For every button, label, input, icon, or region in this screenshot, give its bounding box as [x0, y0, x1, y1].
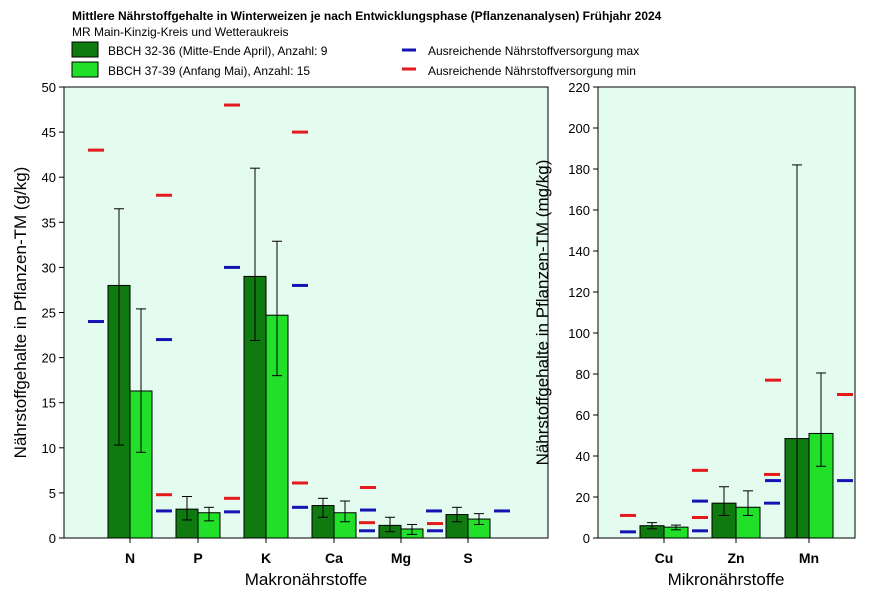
y-tick-label: 60 [576, 408, 590, 423]
y-tick-label: 5 [49, 486, 56, 501]
y-tick-label: 15 [42, 396, 56, 411]
y-tick-label: 100 [568, 326, 590, 341]
y-tick-label: 20 [42, 351, 56, 366]
micro-panel: 0 20 40 60 80 100 120 140 160 180 200 220 Nährstoffg… [533, 80, 856, 589]
y-tick-label: 40 [576, 449, 590, 464]
y-tick-label: 35 [42, 215, 56, 230]
category-label: Mg [391, 550, 411, 566]
legend-label-min: Ausreichende Nährstoffversorgung min [428, 64, 636, 78]
category-label: Cu [655, 550, 674, 566]
chart-subtitle: MR Main-Kinzig-Kreis und Wetteraukreis [72, 25, 289, 39]
legend-swatch-series1 [71, 41, 99, 58]
y-tick-label: 0 [583, 531, 590, 546]
y-tick-label: 140 [568, 244, 590, 259]
y-axis-label: Nährstoffgehalte in Pflanzen-TM (g/kg) [11, 167, 30, 459]
chart-title: Mittlere Nährstoffgehalte in Winterweize… [72, 9, 662, 23]
y-tick-label: 180 [568, 162, 590, 177]
category-label: P [193, 550, 202, 566]
y-tick-label: 25 [42, 306, 56, 321]
category-label: Ca [325, 550, 343, 566]
legend: BBCH 32-36 (Mitte-Ende April), Anzahl: 9… [71, 41, 639, 78]
category-label: S [463, 550, 472, 566]
legend-label-series1: BBCH 32-36 (Mitte-Ende April), Anzahl: 9 [108, 44, 328, 58]
y-tick-label: 0 [49, 531, 56, 546]
y-tick-label: 10 [42, 441, 56, 456]
x-axis-label: Mikronährstoffe [668, 570, 785, 589]
category-label: Mn [799, 550, 819, 566]
category-label: K [261, 550, 271, 566]
y-tick-label: 120 [568, 285, 590, 300]
y-tick-label: 160 [568, 203, 590, 218]
y-tick-label: 20 [576, 490, 590, 505]
legend-swatch-series2 [71, 61, 99, 78]
y-tick-label: 50 [42, 80, 56, 95]
legend-label-max: Ausreichende Nährstoffversorgung max [428, 44, 639, 58]
legend-label-series2: BBCH 37-39 (Anfang Mai), Anzahl: 15 [108, 64, 310, 78]
y-tick-label: 30 [42, 260, 56, 275]
y-axis-label: Nährstoffgehalte in Pflanzen-TM (mg/kg) [533, 160, 552, 466]
y-tick-label: 200 [568, 121, 590, 136]
macro-panel: 0 5 10 15 20 25 30 35 40 45 50 Nährstoffgehalte in … [11, 80, 549, 589]
category-label: Zn [727, 550, 744, 566]
y-tick-label: 40 [42, 170, 56, 185]
x-axis-label: Makronährstoffe [245, 570, 368, 589]
y-tick-label: 45 [42, 125, 56, 140]
category-label: N [125, 550, 135, 566]
y-tick-label: 80 [576, 367, 590, 382]
y-tick-label: 220 [568, 80, 590, 95]
